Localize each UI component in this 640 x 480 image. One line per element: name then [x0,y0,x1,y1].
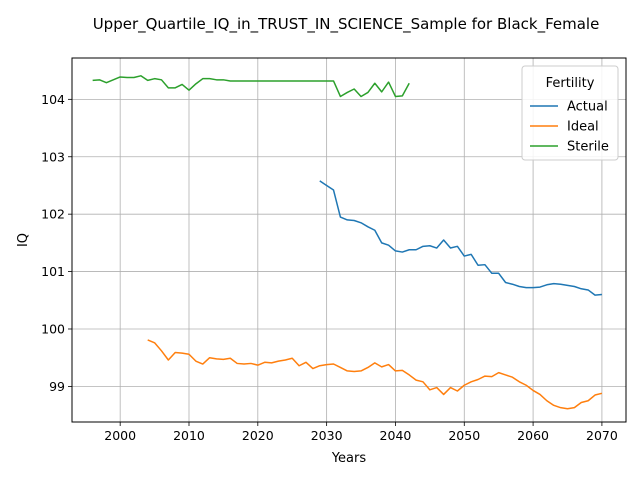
x-tick-label: 2000 [104,428,136,443]
series-line-sterile [92,75,410,98]
legend: Fertility Actual Ideal Sterile [521,65,619,161]
series-line-actual [319,180,602,296]
y-tick-label: 100 [41,321,65,336]
legend-label-sterile: Sterile [567,140,609,155]
x-tick-label: 2040 [380,428,412,443]
series-lines [92,75,603,410]
y-axis-label: IQ [16,233,31,247]
chart-title: Upper_Quartile_IQ_in_TRUST_IN_SCIENCE_Sa… [93,15,600,34]
legend-label-actual: Actual [567,100,608,115]
y-tick-label: 103 [41,149,65,164]
x-tick-label: 2060 [517,428,549,443]
y-tick-label: 102 [41,207,65,222]
x-tick-label: 2050 [448,428,480,443]
x-tick-label: 2020 [242,428,274,443]
legend-entries: Actual Ideal Sterile [530,100,609,155]
x-tick-label: 2070 [586,428,618,443]
x-axis-label: Years [331,451,367,466]
x-tick-label: 2030 [311,428,343,443]
x-tick-label: 2010 [173,428,205,443]
y-tick-label: 104 [41,92,65,107]
series-line-ideal [147,339,603,410]
plot-frame [71,57,627,423]
y-tick-label: 99 [49,379,65,394]
axis-ticks: 2000 2010 2020 2030 2040 2050 2060 2070 99 100 101… [41,92,618,443]
legend-title: Fertility [546,76,595,91]
y-tick-label: 101 [41,264,65,279]
legend-box [521,65,619,161]
legend-label-ideal: Ideal [567,120,599,135]
